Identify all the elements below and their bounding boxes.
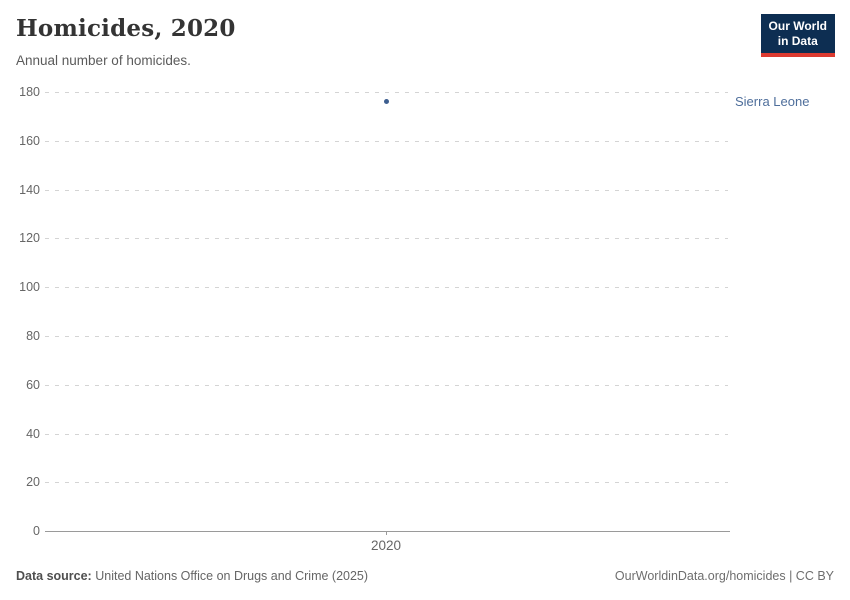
x-tick-mark-2020	[386, 531, 387, 535]
gridline-80	[45, 336, 728, 337]
x-tick-label-2020: 2020	[370, 538, 402, 553]
data-source-label: Data source:	[16, 569, 92, 583]
x-axis-line	[45, 531, 730, 532]
page-title: Homicides, 2020	[16, 15, 236, 42]
gridline-20	[45, 482, 728, 483]
data-point-sierra-leone[interactable]	[384, 99, 389, 105]
gridline-120	[45, 238, 728, 239]
y-tick-label: 0	[33, 524, 40, 538]
y-tick-label: 100	[19, 280, 40, 294]
y-tick-label: 60	[26, 378, 40, 392]
gridline-40	[45, 434, 728, 435]
owid-logo-line1: Our World	[768, 19, 827, 33]
y-tick-label: 180	[19, 85, 40, 99]
series-label-sierra-leone[interactable]: Sierra Leone	[735, 93, 810, 109]
gridline-60	[45, 385, 728, 386]
y-tick-label: 160	[19, 134, 40, 148]
attribution-link[interactable]: OurWorldinData.org/homicides | CC BY	[614, 569, 834, 583]
y-tick-label: 40	[26, 427, 40, 441]
data-source-text: United Nations Office on Drugs and Crime…	[95, 569, 369, 583]
gridline-140	[45, 190, 728, 191]
chart-footer: Data source: United Nations Office on Dr…	[16, 569, 834, 583]
chart-subtitle: Annual number of homicides.	[16, 53, 191, 68]
y-tick-label: 140	[19, 183, 40, 197]
owid-logo[interactable]: Our World in Data	[760, 14, 835, 57]
gridline-180	[45, 92, 728, 93]
owid-logo-line2: in Data	[777, 34, 818, 48]
y-tick-label: 20	[26, 475, 40, 489]
gridline-160	[45, 141, 728, 142]
data-source-note: Data source: United Nations Office on Dr…	[16, 569, 368, 583]
gridline-100	[45, 287, 728, 288]
y-tick-label: 80	[26, 329, 40, 343]
y-tick-label: 120	[19, 231, 40, 245]
